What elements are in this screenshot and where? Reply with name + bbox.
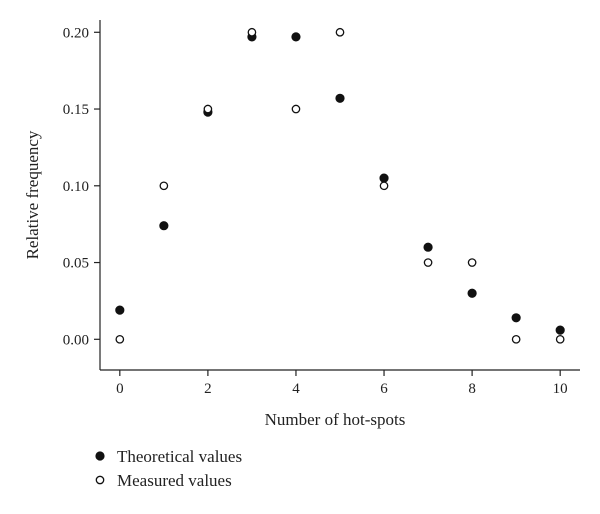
- measured-point: [379, 181, 389, 191]
- y-axis-label: Relative frequency: [23, 130, 42, 259]
- theoretical-point: [511, 313, 521, 323]
- theoretical-point: [423, 242, 433, 252]
- measured-point: [555, 334, 565, 344]
- y-axis-ticks: 0.00 0.05 0.10 0.15 0.20: [63, 25, 100, 348]
- x-axis-ticks: 0 2 4 6 8 10: [116, 370, 568, 397]
- x-tick-label: 10: [553, 381, 568, 397]
- legend-theoretical-marker: [95, 451, 105, 461]
- x-tick-label: 4: [292, 381, 300, 397]
- theoretical-point: [291, 32, 301, 42]
- theoretical-point: [555, 325, 565, 335]
- theoretical-point: [335, 93, 345, 103]
- y-tick-label: 0.20: [63, 25, 89, 41]
- x-tick-label: 2: [204, 381, 212, 397]
- measured-point: [335, 27, 345, 37]
- theoretical-point: [379, 173, 389, 183]
- legend-measured-label: Measured values: [117, 471, 232, 490]
- y-tick-label: 0.05: [63, 256, 89, 272]
- theoretical-point: [115, 305, 125, 315]
- x-tick-label: 0: [116, 381, 124, 397]
- x-tick-label: 6: [380, 381, 388, 397]
- theoretical-point: [467, 288, 477, 298]
- x-axis-label: Number of hot-spots: [265, 410, 406, 429]
- legend: Theoretical values Measured values: [95, 447, 242, 490]
- measured-point: [115, 334, 125, 344]
- measured-point: [203, 104, 213, 114]
- legend-measured-marker: [95, 475, 105, 485]
- data-points: [115, 27, 565, 344]
- measured-point: [467, 258, 477, 267]
- y-tick-label: 0.15: [63, 102, 89, 118]
- plot-frame: [99, 20, 580, 371]
- x-tick-label: 8: [468, 381, 476, 397]
- measured-point: [159, 181, 169, 191]
- measured-point: [247, 27, 257, 37]
- theoretical-point: [159, 221, 169, 231]
- measured-point: [423, 258, 433, 267]
- legend-theoretical-label: Theoretical values: [117, 447, 242, 466]
- measured-point: [291, 104, 301, 114]
- y-tick-label: 0.10: [63, 179, 89, 195]
- measured-point: [511, 334, 521, 344]
- y-tick-label: 0.00: [63, 332, 89, 348]
